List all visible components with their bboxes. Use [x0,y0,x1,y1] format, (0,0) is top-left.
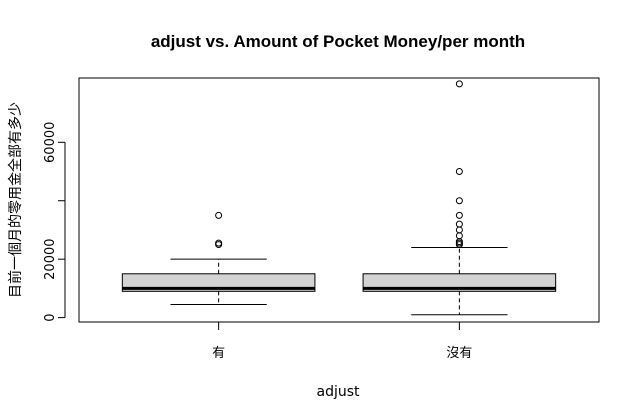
outlier-point [455,232,463,240]
y-axis-label: 目前一個月的零用金全部有多少 [7,102,24,298]
boxes [121,80,557,316]
outlier-point [455,197,463,205]
y-axis: 0 20000 60000 [43,122,66,322]
outlier-point [215,239,223,247]
chart-title: adjust vs. Amount of Pocket Money/per mo… [151,32,525,51]
x-axis: 有 沒有 [212,321,472,361]
box-group [121,211,316,305]
x-tick-label: 有 [212,346,225,361]
outlier-point [455,80,463,88]
outlier-point [215,211,223,219]
box-group [362,80,557,316]
outlier-point [455,226,463,234]
y-tick-label: 60000 [43,122,58,163]
outlier-point [455,211,463,219]
x-axis-label: adjust [316,384,360,400]
outlier-point [455,220,463,228]
x-tick-label: 沒有 [446,346,472,361]
y-tick-label: 20000 [43,238,58,279]
outlier-point [455,168,463,176]
y-tick-label: 0 [43,313,58,321]
